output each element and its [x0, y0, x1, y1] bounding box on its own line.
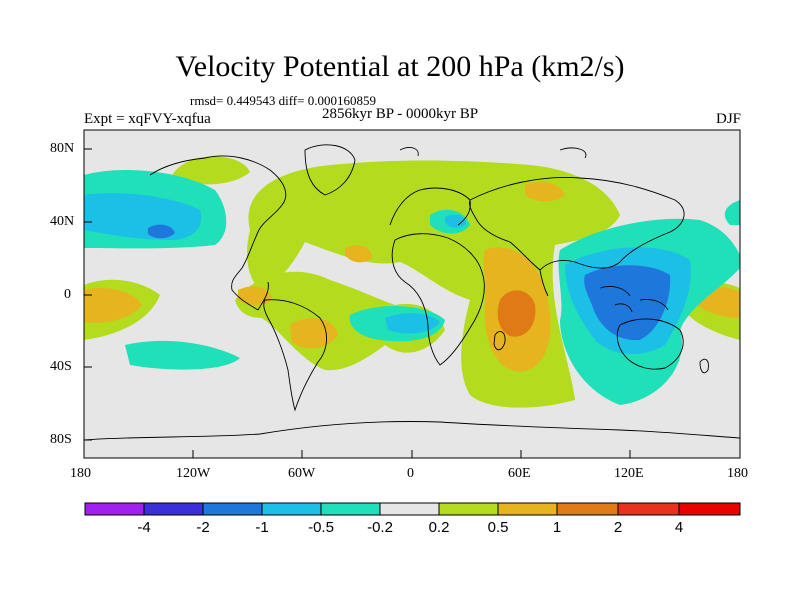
colorbar-swatch-7 [439, 503, 498, 515]
colorbar-label: 2 [613, 519, 623, 536]
colorbar-swatch-4 [262, 503, 321, 515]
lon-label-60e: 60E [508, 466, 531, 481]
lat-label-0: 0 [64, 287, 71, 302]
colorbar-label: -4 [137, 519, 151, 536]
colorbar-swatch-10 [618, 503, 679, 515]
colorbar-label: -0.5 [308, 519, 334, 536]
axis-ticks [83, 148, 741, 458]
colorbar-label: -1 [255, 519, 269, 536]
lat-label-80n: 80N [50, 141, 75, 156]
lon-label-0: 0 [407, 466, 414, 481]
lon-label-180e: 180 [727, 466, 748, 481]
colorbar-swatch-3 [203, 503, 262, 515]
colorbar-swatch-1 [85, 503, 144, 515]
season-label: DJF [715, 111, 741, 127]
colorbar-swatch-8 [498, 503, 557, 515]
stats-line: rmsd= 0.449543 diff= 0.000160859 [190, 93, 376, 108]
field-layer [84, 130, 740, 458]
colorbar-swatch-11 [679, 503, 740, 515]
lon-label-60w: 60W [288, 466, 316, 481]
colorbar-label: -2 [196, 519, 210, 536]
period-label: 2856kyr BP - 0000kyr BP [322, 106, 479, 122]
lon-label-120e: 120E [614, 466, 644, 481]
lon-label-120w: 120W [176, 466, 211, 481]
colorbar [84, 502, 741, 516]
strong-positive-regions [497, 290, 536, 337]
coastlines [84, 144, 740, 441]
experiment-label: Expt = xqFVY-xqfua [84, 111, 211, 127]
colorbar-label: 0.2 [428, 519, 450, 536]
lat-label-40s: 40S [50, 359, 72, 374]
map-title: Velocity Potential at 200 hPa (km2/s) [175, 50, 625, 83]
strong-negative-regions [148, 224, 671, 341]
colorbar-label: 0.5 [487, 519, 509, 536]
colorbar-label: 4 [674, 519, 684, 536]
lat-label-80s: 80S [50, 432, 72, 447]
colorbar-swatch-2 [144, 503, 203, 515]
colorbar-label: 1 [552, 519, 562, 536]
lon-label-180w: 180 [70, 466, 91, 481]
colorbar-swatch-6 [380, 503, 439, 515]
colorbar-label: -0.2 [367, 519, 393, 536]
colorbar-swatch-5 [321, 503, 380, 515]
colorbar-swatch-9 [557, 503, 618, 515]
lat-label-40n: 40N [50, 214, 75, 229]
